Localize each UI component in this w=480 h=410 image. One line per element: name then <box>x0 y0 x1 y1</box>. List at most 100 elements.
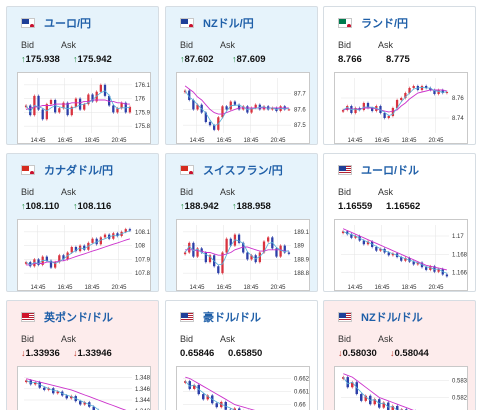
rate-card[interactable]: スイスフラン/円 Bid Ask ↑188.942 ↑188.958 189.1 189 18… <box>165 153 318 292</box>
x-tick-label: 14:45 <box>31 285 47 291</box>
rate-card[interactable]: 英ポンド/ドル Bid Ask ↓1.33936 ↓1.33946 1.348 1.346 1… <box>6 300 159 410</box>
candle <box>379 106 382 113</box>
price-chart[interactable]: 189.1 189 188.9 188.8 14:45 16:45 18:45 20:45 <box>176 219 310 291</box>
y-tick-label: 188.9 <box>294 257 310 263</box>
card-header[interactable]: NZドル/ドル <box>338 309 423 325</box>
x-tick-label: 16:45 <box>375 285 391 291</box>
candle <box>41 109 44 120</box>
card-header[interactable]: 豪ドル/ドル <box>180 309 261 325</box>
nz-us-flag-icon <box>338 312 352 322</box>
bid-value: ↑188.942 <box>180 201 219 212</box>
y-tick-label: 87.5 <box>294 123 306 129</box>
price-chart[interactable]: 176.1 176 175.9 175.8 14:45 16:45 18:45 20:45 <box>17 72 151 144</box>
currency-pair[interactable]: NZドル/円 <box>203 18 254 30</box>
card-header[interactable]: ユーロ/円 <box>21 15 91 31</box>
card-header[interactable]: ユーロ/ドル <box>338 162 419 178</box>
y-tick-label: 8.74 <box>452 116 464 122</box>
card-header[interactable]: ランド/円 <box>338 15 408 31</box>
card-header[interactable]: 英ポンド/ドル <box>21 309 113 325</box>
price-chart[interactable]: 108.1 108 107.9 107.8 14:45 16:45 18:45 20:45 <box>17 219 151 291</box>
ask-label: Ask <box>220 334 236 344</box>
currency-pair[interactable]: スイスフラン/円 <box>203 165 283 177</box>
currency-pair[interactable]: ユーロ/円 <box>44 18 92 30</box>
currency-pair[interactable]: 豪ドル/ドル <box>203 312 262 324</box>
arrow-up-icon: ↑ <box>180 201 185 211</box>
rate-card[interactable]: NZドル/円 Bid Ask ↑87.602 ↑87.609 87.7 87.6 87.5 14… <box>165 6 318 145</box>
card-header[interactable]: スイスフラン/円 <box>180 162 283 178</box>
currency-pair[interactable]: 英ポンド/ドル <box>44 312 114 324</box>
y-tick-label: 189.1 <box>294 230 310 236</box>
y-tick-label: 107.9 <box>135 257 151 263</box>
bid-value: 0.65846 <box>180 348 215 359</box>
candle <box>217 266 220 274</box>
candle <box>237 104 241 110</box>
short-average-line <box>184 380 236 410</box>
candle <box>254 104 257 108</box>
candle <box>395 100 399 108</box>
price-chart[interactable]: 8.76 8.74 14:45 16:45 18:45 20:45 <box>334 72 468 144</box>
price-chart[interactable]: 87.7 87.6 87.5 14:45 16:45 18:45 20:45 <box>176 72 310 144</box>
ask-value: 8.775 <box>386 54 410 65</box>
y-tick-label: 0.583 <box>452 378 468 384</box>
candle <box>445 92 449 93</box>
candle <box>183 90 187 93</box>
candle <box>78 245 82 252</box>
bid-value: ↓1.33936 <box>21 348 60 359</box>
candle <box>87 94 90 105</box>
candle <box>70 106 73 116</box>
candle <box>62 255 65 260</box>
rate-card[interactable]: ランド/円 Bid Ask 8.766 8.775 8.76 8.74 14:45 16:45 1… <box>323 6 476 145</box>
candle <box>238 408 241 410</box>
y-tick-label: 189 <box>294 244 305 250</box>
card-header[interactable]: カナダドル/円 <box>21 162 113 178</box>
x-tick-label: 20:45 <box>271 138 287 144</box>
candle <box>408 88 411 93</box>
rate-card[interactable]: カナダドル/円 Bid Ask ↑108.110 ↑108.116 108.1 108 107… <box>6 153 159 292</box>
gb-us-flag-icon <box>21 312 35 322</box>
candle <box>387 402 390 410</box>
x-tick-label: 18:45 <box>402 138 418 144</box>
candle <box>387 116 390 118</box>
candle <box>346 377 349 388</box>
candle <box>437 269 440 272</box>
x-tick-label: 18:45 <box>85 285 101 291</box>
x-tick-label: 18:45 <box>85 138 101 144</box>
y-tick-label: 0.582 <box>452 395 468 401</box>
rate-card[interactable]: ユーロ/ドル Bid Ask 1.16559 1.16562 1.17 1.168 1.166… <box>323 153 476 292</box>
rate-card[interactable]: NZドル/ドルBidAsk↓0.58030↓0.580440.5830.5820… <box>323 300 476 410</box>
candle <box>79 401 82 405</box>
candle <box>208 255 212 263</box>
y-tick-label: 188.8 <box>294 271 310 277</box>
currency-pair[interactable]: カナダドル/円 <box>44 165 114 177</box>
currency-pair[interactable]: ランド/円 <box>361 18 409 30</box>
candle <box>204 112 207 122</box>
currency-pair[interactable]: ユーロ/ドル <box>361 165 420 177</box>
candle <box>346 106 349 110</box>
candle <box>91 238 94 243</box>
candle <box>375 247 378 251</box>
rate-card[interactable]: ユーロ/円 Bid Ask ↑175.938 ↑175.942 176.1 176 175.9… <box>6 6 159 145</box>
candle <box>233 408 236 410</box>
currency-pair[interactable]: NZドル/ドル <box>361 312 423 324</box>
candle <box>92 406 95 410</box>
candle <box>188 242 191 253</box>
x-tick-label: 18:45 <box>244 138 260 144</box>
price-chart[interactable]: 1.17 1.168 1.166 14:45 16:45 18:45 20:45 <box>334 219 468 291</box>
candle <box>373 399 376 405</box>
candle <box>420 86 424 90</box>
moving-average-line <box>25 99 130 111</box>
candle <box>47 388 50 390</box>
y-tick-label: 1.17 <box>452 234 464 240</box>
x-tick-label: 16:45 <box>217 285 233 291</box>
candle <box>404 93 407 98</box>
x-tick-label: 16:45 <box>58 138 74 144</box>
candle <box>400 98 403 100</box>
card-header[interactable]: NZドル/円 <box>180 15 254 31</box>
candle <box>188 381 191 389</box>
bid-label: Bid <box>338 40 352 50</box>
rate-card[interactable]: 豪ドル/ドル Bid Ask 0.65846 0.65850 0.662 0.661 0.66… <box>165 300 318 410</box>
